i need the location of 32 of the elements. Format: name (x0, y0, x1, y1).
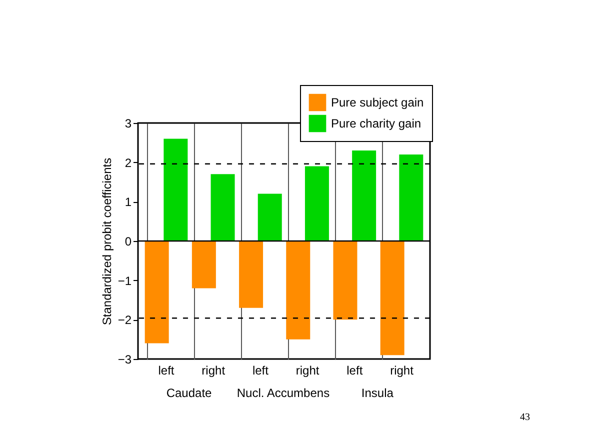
text: Nucl. Accumbens (236, 386, 330, 400)
y-tick-label: −2 (118, 313, 132, 328)
y-tick-label: 2 (124, 156, 132, 170)
y-tick-label: 3 (124, 116, 132, 130)
y-tick-label: −1 (118, 274, 132, 288)
y-tick-label: −3 (118, 352, 132, 366)
x-tick-label: left (158, 364, 175, 378)
text: Insula (361, 386, 394, 400)
bar (258, 194, 282, 241)
bar (352, 150, 376, 241)
bar (399, 154, 424, 241)
y-tick-label: 0 (124, 234, 132, 248)
bar (304, 166, 329, 241)
bar (380, 241, 404, 356)
legend-label: Pure charity gain (331, 116, 422, 130)
bar (333, 241, 358, 320)
x-tick-label: left (252, 364, 270, 378)
y-tick-label: 1 (124, 195, 132, 210)
text: 43 (520, 412, 530, 423)
bar (144, 241, 169, 344)
y-axis-title: Standardized probit coefficients (100, 158, 114, 326)
text: Caudate (166, 386, 212, 400)
legend-label: Pure subject gain (331, 96, 424, 110)
bar (164, 138, 188, 241)
bar (286, 241, 310, 340)
x-tick-label: left (346, 364, 364, 378)
x-tick-label: right (296, 364, 320, 378)
bar (210, 174, 235, 241)
x-tick-label: right (202, 364, 226, 378)
bar (239, 241, 264, 308)
x-tick-label: right (390, 364, 414, 378)
bar (192, 241, 216, 288)
